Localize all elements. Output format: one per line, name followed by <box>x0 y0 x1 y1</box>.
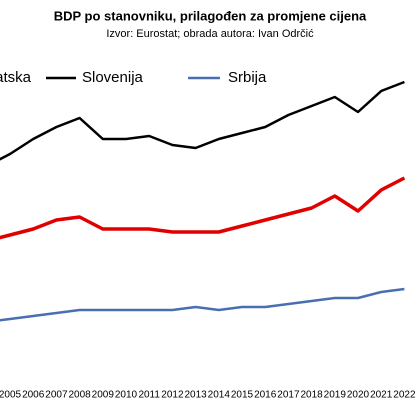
x-tick-label: 2010 <box>115 390 138 401</box>
legend-label: Hrvatska <box>0 69 32 86</box>
x-tick-label: 2007 <box>45 390 68 401</box>
series-line <box>0 176 406 240</box>
legend-label: Srbija <box>228 69 267 86</box>
x-tick-label: 2022 <box>393 390 416 401</box>
x-tick-label: 2006 <box>22 390 45 401</box>
x-tick-label: 2015 <box>231 390 254 401</box>
x-tick-label: 2011 <box>138 390 160 401</box>
chart-title: BDP po stanovniku, prilagođen za promjen… <box>54 8 367 23</box>
x-tick-label: 2019 <box>324 390 347 401</box>
x-tick-label: 2021 <box>370 390 393 401</box>
x-tick-label: 2008 <box>68 390 91 401</box>
x-tick-label: 2009 <box>92 390 115 401</box>
x-tick-label: 2016 <box>254 390 277 401</box>
chart-subtitle: Izvor: Eurostat; obrada autora: Ivan Odr… <box>106 28 314 40</box>
legend-label: Slovenija <box>82 69 144 86</box>
x-tick-label: 2017 <box>277 390 300 401</box>
x-tick-label: 2014 <box>208 390 231 401</box>
x-tick-label: 2012 <box>161 390 184 401</box>
x-tick-label: 2020 <box>347 390 370 401</box>
series-line <box>0 80 405 161</box>
x-tick-label: 2013 <box>184 390 207 401</box>
series-line <box>0 287 405 322</box>
x-tick-label: 2005 <box>0 390 22 401</box>
x-tick-label: 2018 <box>300 390 323 401</box>
